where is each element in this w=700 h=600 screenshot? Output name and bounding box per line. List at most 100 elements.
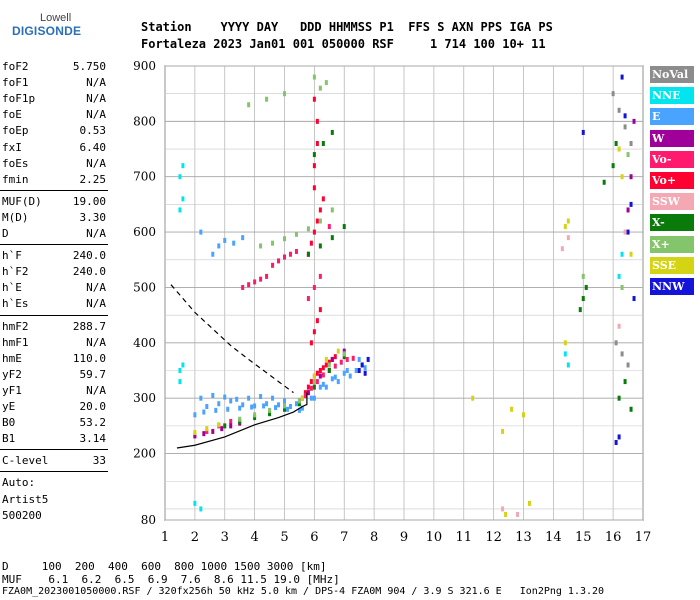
data-point-vo <box>288 251 292 257</box>
param-label: foEs <box>2 156 29 170</box>
data-point-noval <box>614 340 618 346</box>
footer-distance-row: D 100 200 400 600 800 1000 1500 3000 [km… <box>2 560 327 573</box>
param-value: 53.2 <box>79 416 107 430</box>
data-point-x <box>617 395 621 401</box>
data-point-e <box>235 396 239 402</box>
param-label: D <box>2 227 9 240</box>
data-point-sse <box>501 428 505 434</box>
data-point-nnw <box>629 201 633 207</box>
data-point-e <box>354 368 358 374</box>
data-point-vo <box>303 392 307 398</box>
param-label: yE <box>2 400 16 413</box>
param-label: foF1 <box>2 76 29 90</box>
panel-divider <box>0 449 108 451</box>
param-label: fxI <box>2 140 22 154</box>
data-point-e <box>285 406 289 412</box>
data-point-vo <box>324 362 328 368</box>
data-point-sse <box>566 218 570 224</box>
param-g1-3: foE N/A <box>2 108 106 123</box>
param-g1-5: fxI 6.40 <box>2 141 106 156</box>
data-point-e <box>294 401 298 407</box>
param-value: 6.40 <box>79 140 107 154</box>
data-point-nnw <box>357 368 361 374</box>
data-point-vo <box>315 379 319 385</box>
x-tick-label: 2 <box>191 530 199 545</box>
param-g4-5: yE 20.0 <box>2 400 106 415</box>
x-tick-label: 10 <box>426 530 443 545</box>
data-point-sse <box>336 348 340 354</box>
data-point-e <box>283 398 286 404</box>
x-tick-label: 8 <box>370 530 378 545</box>
data-point-nne <box>620 251 624 257</box>
data-point-vo <box>315 318 319 324</box>
data-point-vo <box>312 284 316 290</box>
data-point-noval <box>611 91 615 97</box>
panel-divider <box>0 244 108 246</box>
param-value: N/A <box>86 297 106 311</box>
data-point-e <box>211 251 215 257</box>
data-point-vo <box>318 273 322 279</box>
param-value: 3.14 <box>79 432 107 446</box>
data-point-x <box>614 141 618 147</box>
data-point-vo <box>333 363 337 369</box>
param-value: 240.0 <box>72 265 106 279</box>
data-point-e <box>271 395 275 401</box>
data-point-x <box>253 412 257 418</box>
param-g1-2: foF1p N/A <box>2 92 106 107</box>
data-point-vo <box>312 96 316 102</box>
param-value: 0.53 <box>79 124 107 138</box>
data-point-x <box>330 235 334 241</box>
data-point-vo <box>333 354 337 360</box>
data-point-e <box>229 398 233 404</box>
x-tick-label: 7 <box>340 530 348 545</box>
param-value: 59.7 <box>79 367 107 381</box>
param-value: N/A <box>86 281 106 295</box>
data-point-sse <box>629 251 633 257</box>
data-point-vo <box>229 418 233 424</box>
data-point-sse <box>471 395 475 401</box>
data-point-sse <box>193 430 197 436</box>
data-point-e <box>202 409 206 415</box>
data-point-vo <box>247 282 251 288</box>
data-point-e <box>333 374 337 380</box>
param-label: M(D) <box>2 210 29 224</box>
data-point-x <box>247 102 251 108</box>
auto-line: Auto: <box>2 476 36 490</box>
data-point-e <box>345 368 349 374</box>
param-value: N/A <box>86 76 106 90</box>
ionogram-chart: 1 2 3 4 5 6 7 8 9 10 11 12 13 14 15 16 17802003004005006… <box>133 59 652 545</box>
data-point-ssw <box>566 235 570 241</box>
data-point-vo <box>294 248 298 254</box>
y-tick-label: 300 <box>133 391 156 405</box>
param-g1-6: foEs N/A <box>2 157 106 172</box>
data-point-x <box>611 163 615 169</box>
data-point-e <box>232 240 236 246</box>
data-point-e <box>297 407 301 413</box>
param-label: h`E <box>2 281 22 295</box>
electron-density-profile <box>176 392 308 449</box>
param-g2-1: M(D) 3.30 <box>2 211 106 226</box>
y-tick-label: 200 <box>133 447 156 461</box>
data-point-vo <box>345 356 349 362</box>
param-clevel: C-level 33 <box>2 454 106 469</box>
data-point-w <box>193 433 197 439</box>
param-g3-1: h`F2 240.0 <box>2 265 106 280</box>
param-value: 5.750 <box>72 60 106 73</box>
data-point-e <box>217 401 221 407</box>
data-point-nne <box>563 351 567 357</box>
data-point-x <box>602 179 606 185</box>
param-value: 20.0 <box>79 400 107 413</box>
x-tick-label: 17 <box>635 530 652 545</box>
data-point-e <box>214 407 218 413</box>
data-point-sse <box>312 373 316 379</box>
param-g4-4: yF1 N/A <box>2 384 106 399</box>
data-point-e <box>238 405 242 411</box>
data-point-x <box>318 85 322 91</box>
param-g3-3: h`Es N/A <box>2 297 106 312</box>
data-point-vo <box>315 118 319 124</box>
data-point-e <box>223 237 227 243</box>
data-point-x <box>330 129 334 135</box>
data-point-vo <box>318 307 322 313</box>
data-point-x <box>330 207 334 213</box>
param-label: MUF(D) <box>2 194 42 208</box>
